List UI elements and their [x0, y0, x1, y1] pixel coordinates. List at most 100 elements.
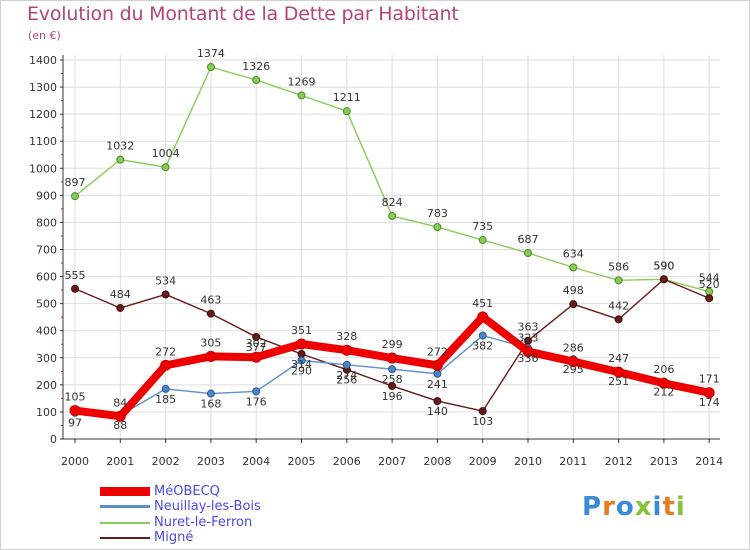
data-point: [478, 236, 487, 245]
data-label: 299: [382, 338, 403, 351]
data-label: 314: [291, 358, 312, 371]
logo-letter: i: [675, 492, 686, 522]
data-point: [297, 349, 306, 358]
data-point: [659, 275, 668, 284]
data-point: [116, 303, 125, 312]
logo-letter: i: [652, 492, 663, 522]
x-tick-label: 2006: [333, 455, 361, 468]
data-point: [342, 360, 351, 369]
data-point: [388, 211, 397, 220]
logo-letter: o: [615, 492, 635, 522]
x-tick-label: 2007: [378, 455, 406, 468]
data-label: 1326: [242, 60, 270, 73]
data-label: 824: [382, 196, 403, 209]
data-label: 206: [653, 363, 674, 376]
legend-label-nuret: Nuret-le-Ferron: [154, 515, 253, 530]
data-label: 555: [65, 269, 86, 282]
x-tick-label: 2002: [152, 455, 180, 468]
data-label: 590: [653, 259, 674, 272]
data-point: [341, 344, 353, 356]
data-label: 84: [113, 396, 127, 409]
data-label: 323: [518, 332, 539, 345]
data-label: 377: [246, 341, 267, 354]
y-tick-label: 1100: [29, 135, 57, 148]
data-label: 272: [427, 345, 448, 358]
data-label: 274: [336, 369, 357, 382]
data-label: 463: [200, 294, 221, 307]
data-label: 897: [65, 176, 86, 189]
data-point: [524, 249, 532, 258]
y-tick-label: 200: [36, 379, 57, 392]
axes: 0 100 200 300 400 500 600 700 800 900 1000 1100 1200…: [29, 54, 723, 468]
data-label: 174: [699, 396, 720, 409]
data-label: 451: [472, 297, 493, 310]
y-axis-unit-label: (en €): [28, 29, 61, 42]
x-tick-label: 2008: [423, 455, 451, 468]
data-label: 103: [472, 415, 493, 428]
data-point: [613, 366, 625, 378]
data-label: 168: [200, 398, 221, 411]
data-point: [252, 387, 261, 396]
data-label: 1269: [288, 75, 316, 88]
logo-letter: P: [582, 492, 603, 522]
legend-label-meobecq: MéOBECQ: [154, 484, 220, 499]
data-label: 687: [518, 233, 539, 246]
y-tick-label: 800: [36, 216, 57, 229]
data-point: [433, 369, 442, 378]
data-point: [250, 351, 262, 363]
y-tick-label: 1400: [29, 54, 57, 67]
data-point: [431, 359, 443, 371]
legend-swatch-neuillay: [100, 505, 150, 508]
data-label: 634: [563, 247, 584, 260]
data-point: [388, 365, 397, 374]
data-label: 140: [427, 405, 448, 418]
data-point: [433, 223, 442, 232]
data-label: 382: [472, 340, 493, 353]
data-label: 534: [155, 274, 176, 287]
data-point: [161, 384, 170, 393]
y-tick-label: 500: [36, 298, 57, 311]
legend-item-meobecq: MéOBECQ: [100, 484, 320, 499]
y-tick-label: 0: [50, 433, 57, 446]
data-point: [116, 155, 125, 164]
data-label: 520: [699, 278, 720, 291]
data-label: 247: [608, 352, 629, 365]
legend-item-migne: Migné: [100, 530, 320, 545]
data-label: 351: [291, 324, 312, 337]
data-point: [297, 91, 306, 100]
series-lines: [69, 63, 715, 422]
data-point: [297, 356, 306, 365]
data-label: 498: [563, 284, 584, 297]
data-label: 590: [653, 259, 674, 272]
y-tick-label: 1200: [29, 108, 57, 121]
data-point: [71, 192, 79, 201]
y-tick-label: 700: [36, 244, 57, 257]
x-tick-label: 2010: [514, 455, 542, 468]
data-point: [160, 359, 172, 371]
y-tick-label: 400: [36, 325, 57, 338]
x-tick-label: 2012: [605, 455, 633, 468]
data-point: [703, 387, 715, 399]
data-label: 328: [336, 330, 357, 343]
data-point: [569, 263, 578, 272]
y-tick-label: 600: [36, 271, 57, 284]
data-point: [205, 350, 217, 362]
data-label: 544: [699, 272, 720, 285]
logo-letter: r: [602, 492, 616, 522]
logo-letter: t: [662, 492, 676, 522]
legend-label-migne: Migné: [154, 530, 194, 545]
legend-swatch-nuret: [100, 522, 150, 524]
data-point: [567, 356, 579, 368]
data-label: 586: [608, 260, 629, 273]
data-label: 735: [472, 220, 493, 233]
data-point: [206, 309, 215, 318]
data-point: [477, 311, 489, 323]
data-label: 290: [291, 364, 312, 377]
logo-letter: x: [634, 492, 653, 522]
data-label: 1004: [152, 147, 180, 160]
data-point: [161, 290, 170, 299]
chart-title: Evolution du Montant de la Dette par Hab…: [27, 3, 459, 25]
data-point: [658, 377, 670, 389]
x-tick-label: 2013: [650, 455, 678, 468]
data-point: [614, 315, 623, 324]
